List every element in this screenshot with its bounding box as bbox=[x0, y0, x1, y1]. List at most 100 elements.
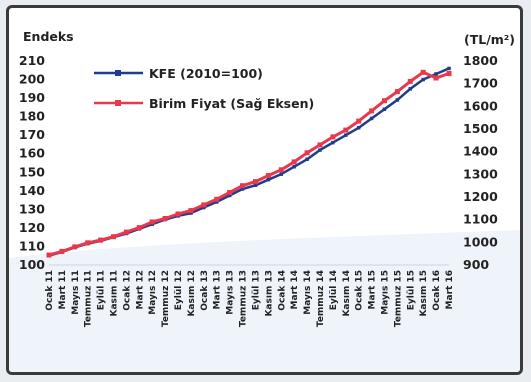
x-tick-label: Eylül 13 bbox=[251, 270, 261, 310]
right-tick-label: 1600 bbox=[463, 98, 498, 113]
left-tick-label: 150 bbox=[19, 164, 45, 179]
data-point-kfe bbox=[434, 72, 438, 76]
x-tick-label: Kasım 15 bbox=[419, 270, 429, 317]
data-point-birim-fiyat bbox=[278, 167, 284, 173]
left-axis-title: Endeks bbox=[23, 29, 74, 44]
data-point-birim-fiyat bbox=[407, 78, 413, 84]
left-tick-label: 130 bbox=[19, 201, 45, 216]
legend-label-birim-fiyat: Birim Fiyat (Sağ Eksen) bbox=[149, 96, 314, 111]
data-point-kfe bbox=[305, 157, 309, 161]
data-point-birim-fiyat bbox=[188, 208, 194, 214]
data-point-birim-fiyat bbox=[201, 202, 207, 208]
data-point-birim-fiyat bbox=[343, 127, 349, 133]
legend-label-kfe: KFE (2010=100) bbox=[149, 66, 263, 81]
x-tick-label: Eylül 12 bbox=[174, 270, 184, 310]
x-tick-label: Ocak 15 bbox=[355, 270, 365, 311]
data-point-kfe bbox=[318, 148, 322, 152]
data-point-birim-fiyat bbox=[317, 142, 323, 148]
x-tick-label: Ocak 12 bbox=[122, 270, 132, 311]
data-point-kfe bbox=[382, 107, 387, 111]
right-tick-label: 1300 bbox=[463, 166, 498, 181]
x-tick-label: Mart 13 bbox=[213, 270, 223, 309]
data-point-kfe bbox=[395, 98, 400, 102]
right-tick-label: 1400 bbox=[463, 144, 498, 159]
data-point-birim-fiyat bbox=[369, 108, 375, 114]
left-tick-label: 110 bbox=[19, 238, 45, 253]
data-point-birim-fiyat bbox=[394, 89, 400, 95]
x-tick-label: Mayıs 15 bbox=[380, 270, 390, 315]
data-point-kfe bbox=[279, 172, 283, 176]
data-point-kfe bbox=[240, 187, 245, 191]
x-tick-label: Mart 16 bbox=[445, 270, 455, 309]
data-point-birim-fiyat bbox=[356, 118, 362, 124]
left-tick-label: 140 bbox=[19, 183, 45, 198]
right-axis-ticks: 900 1000 1100 1200 1300 1400 1500 1600 1700 1800 bbox=[463, 53, 498, 272]
x-tick-label: Mart 15 bbox=[368, 270, 378, 309]
legend-marker-kfe bbox=[115, 70, 121, 76]
x-tick-label: Kasım 14 bbox=[342, 270, 352, 317]
x-tick-label: Eylül 14 bbox=[329, 270, 339, 310]
left-tick-label: 200 bbox=[19, 72, 45, 87]
data-point-birim-fiyat bbox=[175, 211, 181, 217]
data-point-birim-fiyat bbox=[420, 69, 426, 75]
x-tick-label: Kasım 13 bbox=[264, 270, 274, 317]
data-point-birim-fiyat bbox=[330, 134, 336, 140]
x-tick-label: Mart 11 bbox=[58, 270, 68, 309]
left-tick-label: 160 bbox=[19, 146, 45, 161]
data-point-birim-fiyat bbox=[136, 225, 142, 231]
x-tick-label: Mayıs 13 bbox=[226, 270, 236, 315]
data-point-kfe bbox=[253, 183, 258, 187]
data-point-birim-fiyat bbox=[149, 219, 155, 225]
x-tick-label: Temmuz 14 bbox=[316, 270, 326, 327]
data-point-birim-fiyat bbox=[291, 159, 297, 165]
chart-frame: Endeks (TL/m²) 100 110 120 130 140 150 160 170 1… bbox=[6, 5, 523, 375]
data-point-birim-fiyat bbox=[433, 75, 439, 81]
right-tick-label: 1200 bbox=[463, 189, 498, 204]
left-tick-label: 120 bbox=[19, 220, 45, 235]
x-tick-label: Temmuz 15 bbox=[393, 270, 403, 327]
left-tick-label: 100 bbox=[19, 257, 45, 272]
data-point-kfe bbox=[447, 66, 451, 71]
x-tick-label: Temmuz 12 bbox=[161, 270, 171, 327]
data-point-birim-fiyat bbox=[214, 196, 220, 202]
x-tick-label: Ocak 11 bbox=[45, 270, 55, 311]
data-point-kfe bbox=[344, 133, 348, 137]
x-tick-label: Temmuz 13 bbox=[239, 270, 249, 327]
left-tick-label: 180 bbox=[19, 109, 45, 124]
left-tick-label: 210 bbox=[19, 53, 45, 68]
x-tick-label: Mart 14 bbox=[290, 270, 300, 309]
data-point-kfe bbox=[331, 140, 335, 145]
right-tick-label: 900 bbox=[463, 257, 489, 272]
x-tick-label: Kasım 11 bbox=[110, 270, 120, 317]
data-point-birim-fiyat bbox=[265, 173, 271, 178]
data-point-birim-fiyat bbox=[382, 98, 387, 104]
right-axis-title: (TL/m²) bbox=[464, 32, 515, 47]
series-lines bbox=[46, 66, 452, 258]
x-tick-label: Kasım 12 bbox=[187, 270, 197, 317]
data-point-kfe bbox=[215, 200, 219, 204]
left-tick-label: 190 bbox=[19, 90, 45, 105]
data-point-birim-fiyat bbox=[240, 183, 245, 189]
x-tick-label: Mart 12 bbox=[135, 270, 145, 309]
x-tick-label: Ocak 16 bbox=[432, 270, 442, 311]
data-point-birim-fiyat bbox=[72, 244, 78, 250]
data-point-birim-fiyat bbox=[446, 71, 452, 76]
right-tick-label: 1700 bbox=[463, 76, 498, 91]
right-tick-label: 1500 bbox=[463, 121, 498, 136]
data-point-kfe bbox=[356, 126, 361, 130]
data-point-birim-fiyat bbox=[227, 190, 233, 195]
left-axis-ticks: 100 110 120 130 140 150 160 170 180 190 200 210 bbox=[19, 53, 45, 272]
legend-marker-birim-fiyat bbox=[115, 100, 121, 106]
legend: KFE (2010=100) Birim Fiyat (Sağ Eksen) bbox=[94, 66, 314, 111]
right-tick-label: 1800 bbox=[463, 53, 498, 68]
right-tick-label: 1100 bbox=[463, 212, 498, 227]
data-point-birim-fiyat bbox=[98, 237, 104, 243]
x-tick-label: Ocak 13 bbox=[200, 270, 210, 311]
data-point-kfe bbox=[202, 205, 206, 210]
data-point-birim-fiyat bbox=[123, 229, 129, 235]
x-tick-label: Temmuz 11 bbox=[84, 270, 94, 327]
line-chart: Endeks (TL/m²) 1001101201301401501601701… bbox=[9, 29, 520, 372]
right-tick-label: 1000 bbox=[463, 234, 498, 249]
data-point-kfe bbox=[227, 193, 232, 198]
data-point-kfe bbox=[292, 165, 296, 169]
